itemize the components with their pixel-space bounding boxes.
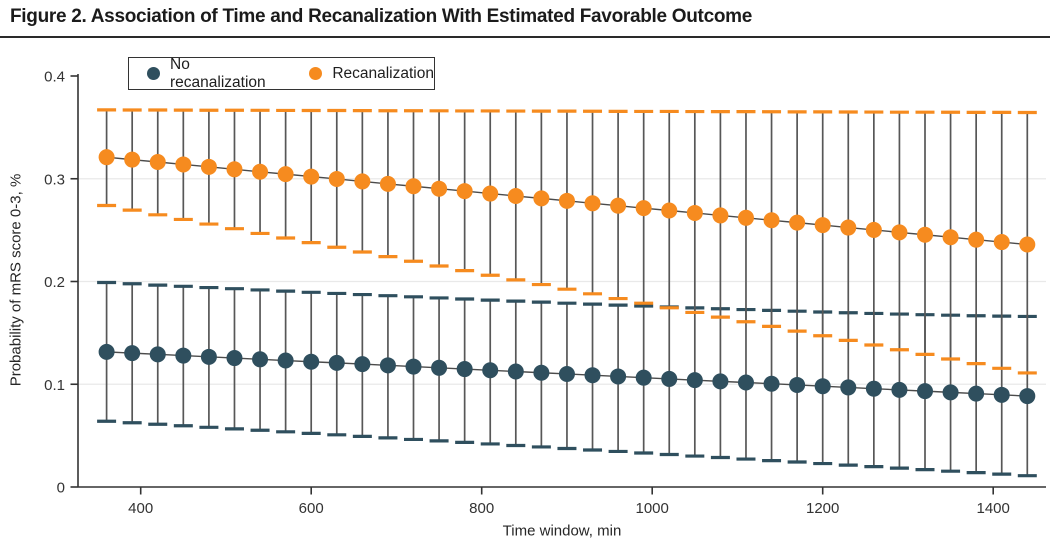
- data-point: [584, 195, 601, 212]
- data-point: [149, 154, 166, 171]
- x-tick-label: 1000: [636, 500, 669, 517]
- data-point: [661, 202, 678, 219]
- data-point: [379, 357, 396, 374]
- data-point: [763, 212, 780, 229]
- data-point: [661, 370, 678, 387]
- data-point: [124, 345, 141, 362]
- data-point: [686, 204, 703, 221]
- data-point: [686, 372, 703, 389]
- data-point: [277, 352, 294, 369]
- recanalization-dot-icon: [309, 67, 323, 80]
- data-point: [379, 175, 396, 192]
- y-axis-title: Probability of mRS score 0-3, %: [7, 173, 25, 387]
- data-point: [1019, 388, 1036, 405]
- data-point: [200, 158, 217, 175]
- data-point: [405, 178, 422, 195]
- data-point: [405, 358, 422, 375]
- data-point: [1019, 236, 1036, 253]
- data-point: [865, 221, 882, 238]
- title-divider: [0, 36, 1050, 38]
- data-point: [968, 231, 985, 248]
- data-point: [277, 166, 294, 183]
- data-point: [354, 356, 371, 373]
- data-point: [303, 168, 320, 185]
- data-point: [942, 384, 959, 401]
- data-point: [610, 197, 627, 214]
- data-point: [507, 188, 524, 205]
- y-tick-label: 0.1: [44, 377, 65, 394]
- data-point: [840, 379, 857, 396]
- data-point: [917, 226, 933, 243]
- data-point: [98, 343, 115, 360]
- chart-legend: No recanalization Recanalization: [128, 56, 435, 92]
- x-axis-title: Time window, min: [502, 522, 622, 540]
- data-point: [456, 361, 473, 378]
- data-point: [558, 365, 575, 382]
- data-point: [917, 383, 933, 400]
- data-point: [456, 183, 473, 200]
- x-tick-label: 800: [469, 500, 494, 517]
- data-point: [124, 151, 141, 168]
- y-tick-label: 0.3: [44, 171, 65, 188]
- data-point: [635, 200, 652, 217]
- data-point: [354, 173, 371, 190]
- data-point: [431, 359, 448, 376]
- data-point: [431, 180, 448, 197]
- x-tick-label: 1200: [806, 500, 839, 517]
- no-recanalization-dot-icon: [147, 67, 160, 80]
- data-point: [840, 219, 857, 236]
- data-point: [865, 380, 882, 397]
- data-point: [763, 375, 780, 392]
- data-point: [175, 156, 192, 173]
- data-point: [635, 369, 652, 386]
- data-point: [252, 163, 269, 180]
- data-point: [558, 192, 575, 209]
- data-point: [149, 346, 166, 363]
- data-point: [737, 374, 754, 391]
- x-tick-label: 1400: [977, 500, 1010, 517]
- data-point: [891, 224, 908, 241]
- data-point: [303, 353, 320, 370]
- figure-title: Figure 2. Association of Time and Recana…: [10, 6, 753, 27]
- data-point: [814, 217, 831, 234]
- data-point: [789, 376, 806, 393]
- x-tick-label: 400: [128, 500, 153, 517]
- data-point: [98, 149, 115, 166]
- legend-item-no-recanalization: No recanalization: [147, 56, 279, 92]
- legend-label: Recanalization: [332, 64, 434, 82]
- data-point: [482, 362, 499, 379]
- legend-label: No recanalization: [170, 55, 266, 91]
- legend-item-recanalization: Recanalization: [309, 65, 434, 83]
- data-point: [328, 170, 345, 187]
- data-point: [584, 367, 601, 384]
- data-point: [200, 348, 217, 365]
- data-point: [993, 386, 1010, 403]
- data-point: [737, 209, 754, 226]
- data-point: [993, 234, 1010, 251]
- data-point: [328, 354, 345, 371]
- data-point: [712, 207, 729, 224]
- data-point: [226, 161, 243, 178]
- data-point: [789, 214, 806, 231]
- data-point: [252, 351, 269, 368]
- data-point: [533, 190, 550, 207]
- y-tick-label: 0.2: [44, 274, 65, 291]
- data-point: [814, 378, 831, 395]
- data-point: [533, 364, 550, 381]
- data-point: [507, 363, 524, 380]
- data-point: [712, 373, 729, 390]
- data-point: [175, 347, 192, 364]
- data-point: [942, 229, 959, 246]
- data-point: [968, 385, 985, 402]
- y-tick-label: 0.4: [44, 69, 65, 86]
- x-tick-label: 600: [299, 500, 324, 517]
- data-point: [610, 368, 627, 385]
- y-tick-label: 0: [57, 480, 65, 497]
- data-point: [226, 350, 243, 367]
- data-point: [891, 381, 908, 398]
- data-point: [482, 185, 499, 202]
